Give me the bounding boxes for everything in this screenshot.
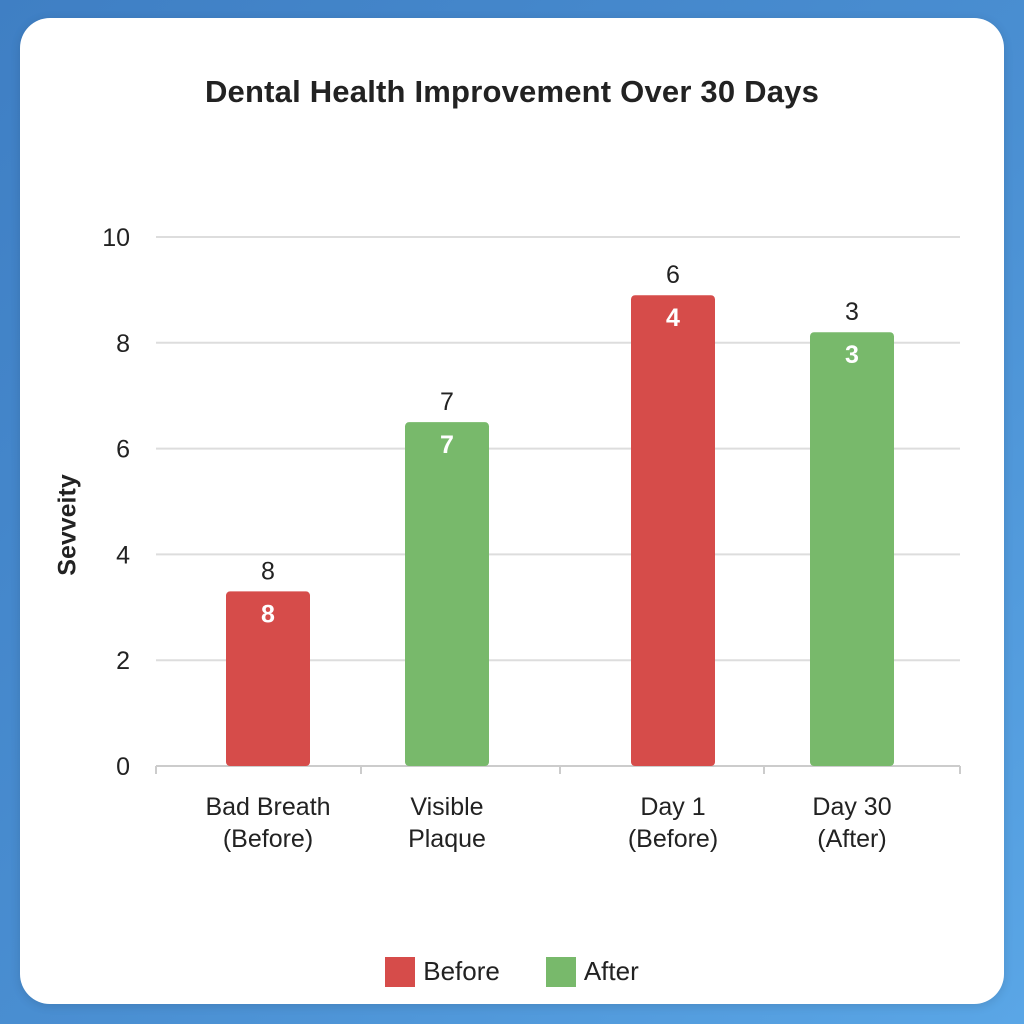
x-tick-label: Visible — [410, 793, 483, 821]
bar — [226, 591, 310, 766]
x-tick-label: (After) — [817, 825, 886, 853]
bar — [810, 332, 894, 766]
data-label-above: 6 — [666, 261, 680, 289]
y-tick-label: 8 — [116, 330, 130, 358]
legend-item-before: Before — [385, 956, 500, 987]
chart-title: Dental Health Improvement Over 30 Days — [204, 74, 820, 109]
data-label-inside: 7 — [440, 431, 454, 459]
legend-label-after: After — [583, 956, 639, 986]
bar-chart: 0 2 4 6 8 10 8 8 7 7 6 4 3 3 Bad Breath (Before) Visible… — [102, 224, 961, 853]
y-tick-label: 10 — [102, 224, 130, 252]
data-label-above: 3 — [845, 298, 859, 326]
legend-item-after: After — [545, 956, 639, 987]
legend-swatch-after — [545, 956, 576, 987]
bar — [405, 422, 489, 766]
data-label-above: 7 — [440, 388, 454, 416]
chart-card: Dental Health Improvement Over 30 Days S… — [20, 18, 1004, 1004]
x-tick-label: (Before) — [223, 825, 313, 853]
y-tick-label: 4 — [116, 541, 130, 569]
x-tick-label: Day 30 — [812, 793, 891, 821]
bar — [631, 295, 715, 766]
legend-label-before: Before — [423, 956, 500, 986]
x-tick-label: Bad Breath — [205, 793, 330, 821]
data-label-inside: 8 — [261, 600, 275, 628]
x-tick-label: (Before) — [628, 825, 718, 853]
x-tick-label: Plaque — [408, 825, 486, 853]
y-tick-label: 2 — [116, 647, 130, 675]
data-label-above: 8 — [261, 557, 275, 585]
legend-swatch-before — [385, 956, 416, 987]
y-tick-label: 6 — [116, 436, 130, 464]
data-label-inside: 3 — [845, 341, 859, 369]
y-tick-label: 0 — [116, 753, 130, 781]
data-label-inside: 4 — [666, 304, 680, 332]
x-tick-label: Day 1 — [640, 793, 705, 821]
legend: Before After — [20, 956, 1004, 987]
